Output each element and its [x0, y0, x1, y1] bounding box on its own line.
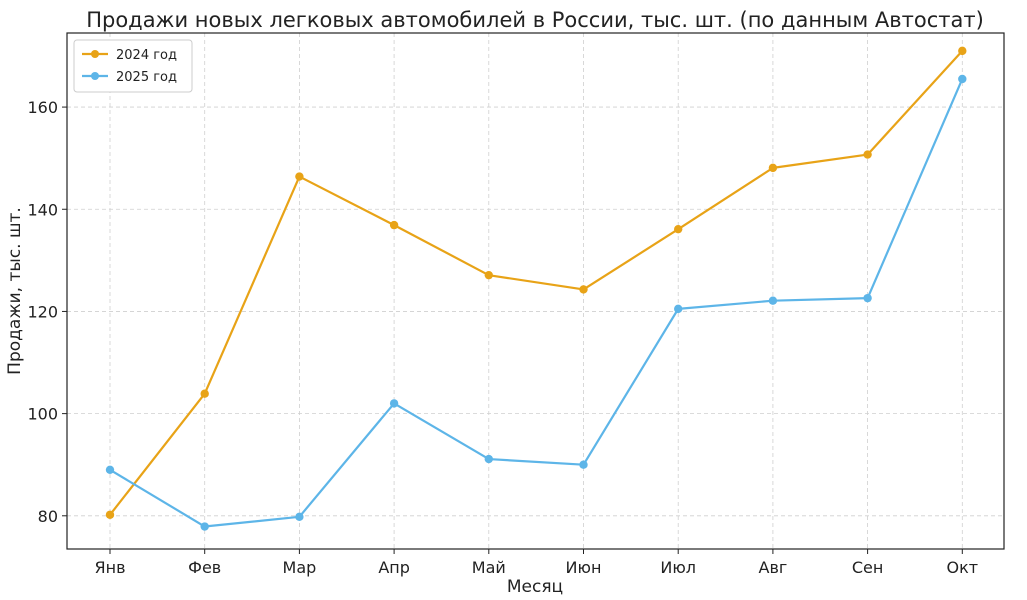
data-point [389, 220, 399, 230]
data-point [295, 172, 304, 181]
data-point [484, 270, 493, 280]
x-tick-labels: Янв Фев Мар Апр Май Июн Июл Авг Сен Окт [94, 549, 978, 577]
data-point [863, 293, 872, 303]
data-point [674, 224, 683, 234]
grid [67, 33, 1004, 549]
data-point [200, 522, 209, 531]
x-tick-label: Апр [378, 558, 410, 577]
data-point [484, 454, 493, 464]
data-point [105, 465, 115, 475]
data-point [863, 150, 872, 159]
data-point [768, 296, 778, 305]
series-line-1 [109, 50, 964, 516]
data-point [579, 285, 588, 294]
x-tick-label: Май [472, 558, 506, 577]
data-point [958, 74, 967, 84]
x-tick-label: Мар [283, 558, 317, 577]
legend-label: 2025 год [116, 70, 177, 85]
data-point [958, 46, 967, 56]
plot-area [105, 46, 967, 531]
y-axis-label: Продажи, тыс. шт. [5, 207, 25, 375]
chart-title: Продажи новых легковых автомобилей в Рос… [86, 8, 984, 32]
y-tick-label: 140 [27, 200, 58, 219]
data-point [105, 510, 115, 519]
data-point [295, 512, 304, 522]
plot-frame [66, 32, 1005, 550]
x-tick-label: Июн [566, 558, 602, 577]
data-point [768, 163, 778, 173]
data-point [389, 399, 399, 408]
y-tick-label: 120 [27, 302, 58, 321]
y-tick-label: 160 [27, 98, 58, 117]
series-line-2 [109, 78, 964, 528]
x-tick-label: Окт [947, 558, 979, 577]
y-tick-labels: 80 100 120 140 160 [27, 98, 67, 526]
legend-swatch-marker [91, 72, 99, 80]
y-tick-label: 80 [38, 507, 58, 526]
legend: 2024 год 2025 год [73, 39, 193, 93]
legend-swatch-marker [91, 50, 99, 58]
x-tick-label: Июл [660, 558, 696, 577]
data-point [200, 389, 209, 398]
x-tick-label: Фев [188, 558, 221, 577]
y-tick-label: 100 [27, 405, 58, 424]
x-axis-label: Месяц [507, 577, 563, 597]
data-point [674, 304, 683, 314]
data-point [579, 460, 588, 469]
x-tick-label: Авг [759, 558, 788, 577]
x-tick-label: Сен [852, 558, 883, 577]
legend-label: 2024 год [116, 48, 177, 63]
x-tick-label: Янв [94, 558, 125, 577]
